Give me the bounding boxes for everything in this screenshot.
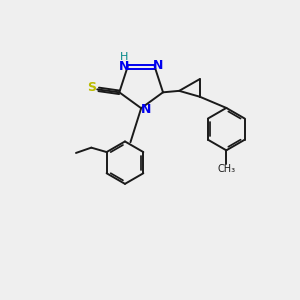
Text: N: N [153,59,164,72]
Text: N: N [140,103,151,116]
Text: CH₃: CH₃ [217,164,236,174]
Text: N: N [119,60,129,73]
Text: H: H [120,52,128,62]
Text: S: S [87,81,96,94]
